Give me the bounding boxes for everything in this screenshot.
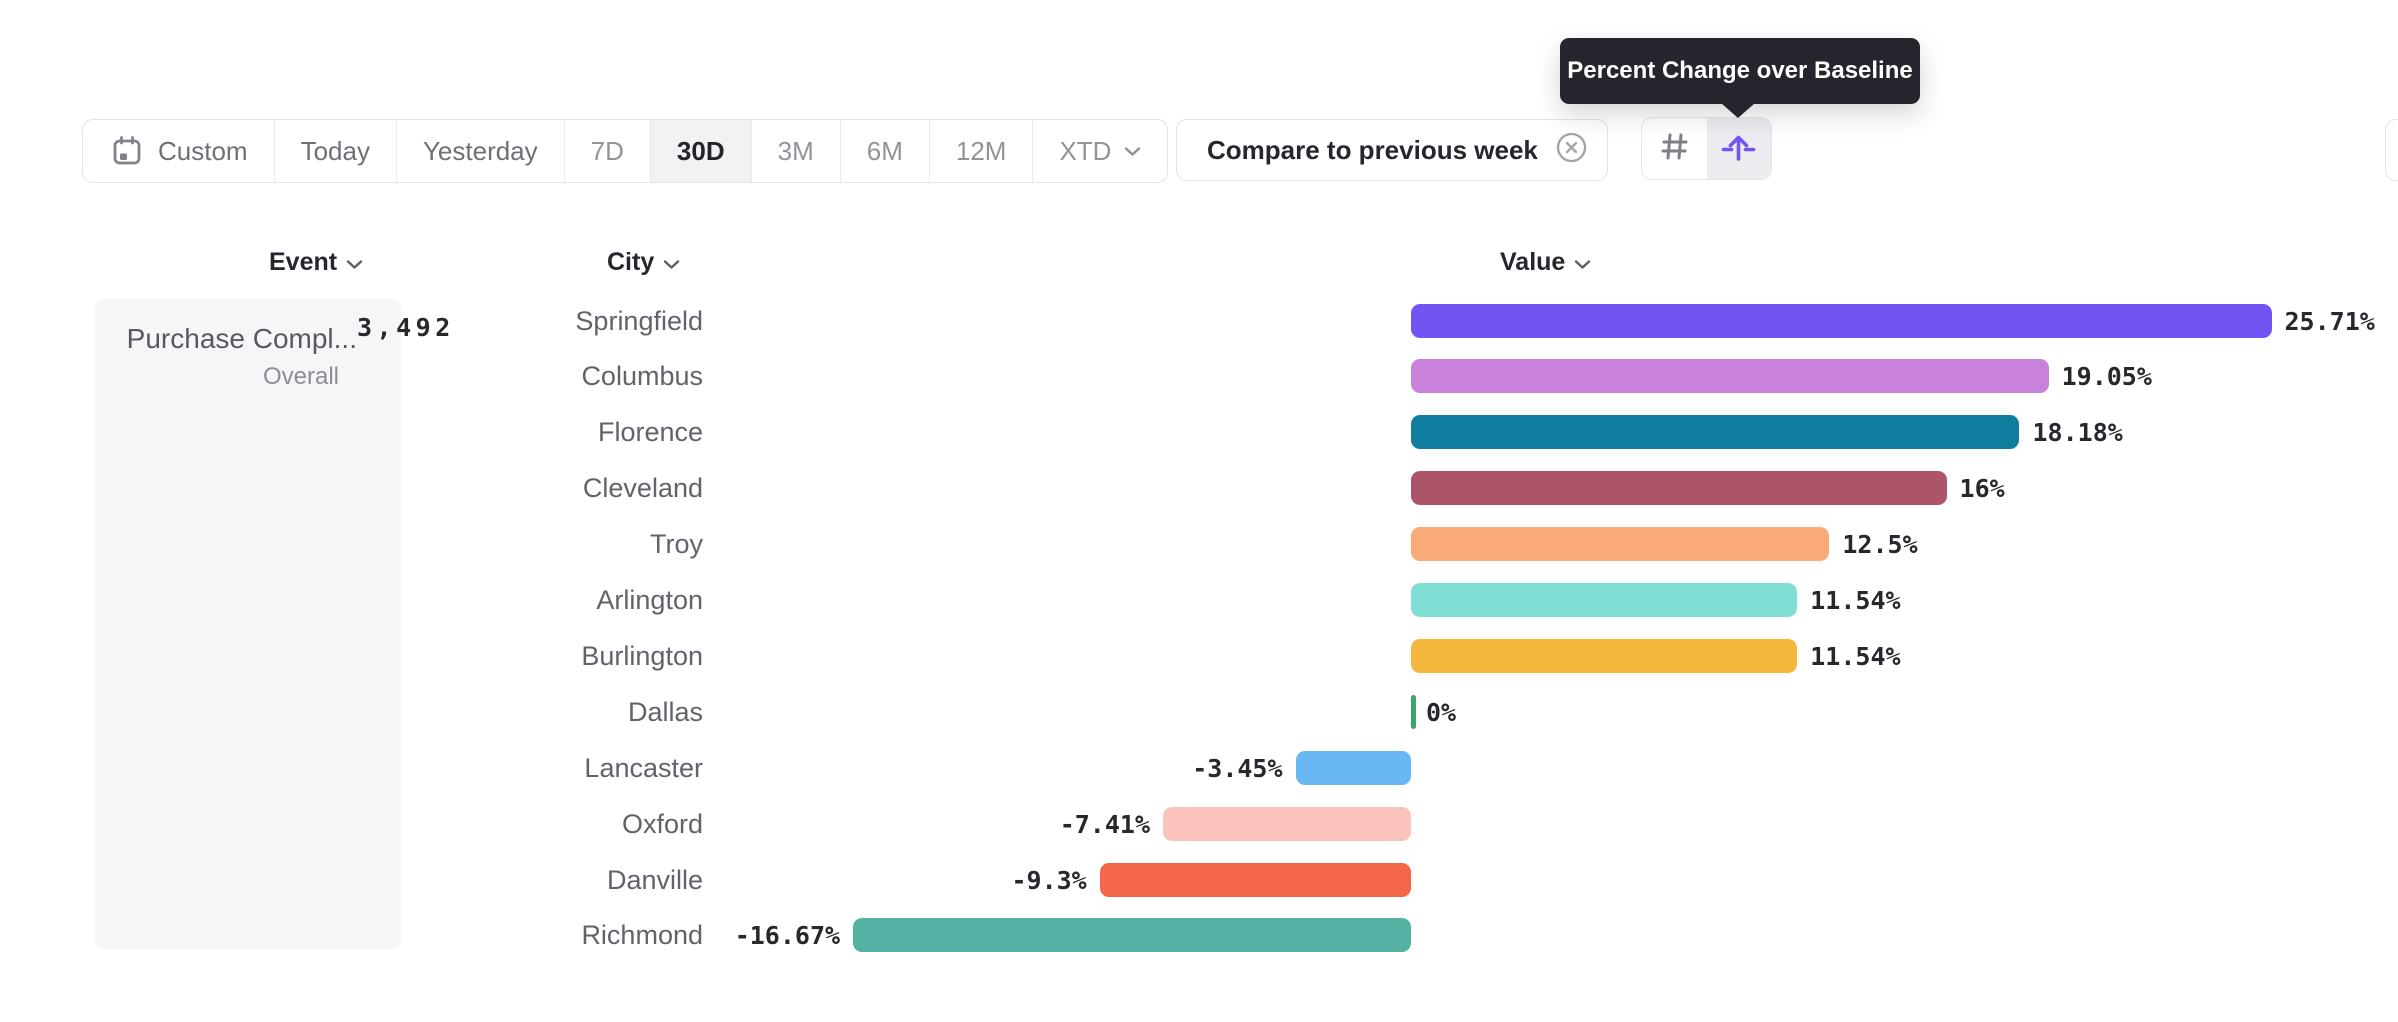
value-display-toggle [1641, 117, 1772, 180]
city-label: Springfield [575, 305, 703, 336]
date-range-label: Custom [158, 135, 248, 166]
tooltip-text: Percent Change over Baseline [1567, 57, 1913, 84]
date-range-yesterday[interactable]: Yesterday [395, 120, 564, 182]
city-label: Florence [597, 417, 703, 448]
date-range-toolbar: Custom Today Yesterday 7D 30D 3M 6M 12M XTD [82, 119, 1169, 183]
column-header-value-label: Value [1500, 247, 1566, 276]
zero-baseline-tick[interactable] [1411, 694, 1416, 729]
value-label: 12.5% [1842, 530, 1918, 560]
chart-row-arlington: Arlington 11.54% [0, 572, 2398, 628]
value-label: 18.18% [2032, 418, 2123, 448]
value-label: 25.71% [2284, 306, 2375, 336]
city-label: Danville [606, 864, 703, 895]
bar[interactable] [1162, 806, 1411, 841]
bar[interactable] [1099, 862, 1411, 897]
bar[interactable] [1295, 750, 1411, 785]
calendar-icon [109, 133, 145, 169]
city-label: Richmond [581, 920, 703, 951]
chevron-down-icon [663, 248, 680, 277]
tooltip: Percent Change over Baseline [1560, 38, 1920, 118]
value-label: 11.54% [1810, 641, 1901, 671]
event-overall-label: Overall [262, 363, 339, 390]
event-panel[interactable]: Purchase Compl... Overall 3,492 [95, 299, 450, 949]
value-label: 19.05% [2061, 362, 2152, 392]
value-label: -3.45% [1192, 753, 1283, 783]
chart-row-florence: Florence 18.18% [0, 404, 2398, 460]
value-label: 16% [1959, 474, 2005, 504]
date-range-label: XTD [1059, 135, 1112, 166]
city-label: Troy [650, 529, 703, 560]
date-range-today[interactable]: Today [273, 120, 396, 182]
chart-row-cleveland: Cleveland 16% [0, 460, 2398, 516]
column-header-event-label: Event [269, 247, 338, 276]
date-range-custom[interactable]: Custom [83, 120, 274, 182]
value-label: -7.41% [1059, 809, 1150, 839]
value-label: 0% [1426, 697, 1457, 727]
date-range-label: 3M [777, 135, 814, 166]
bar[interactable] [1411, 471, 1947, 506]
chart-row-springfield: Springfield 25.71% [0, 293, 2398, 349]
chart-row-burlington: Burlington 11.54% [0, 628, 2398, 684]
city-label: Dallas [627, 696, 703, 727]
date-range-30d[interactable]: 30D [649, 120, 751, 182]
bar[interactable] [1411, 303, 2272, 338]
value-label: -9.3% [1011, 865, 1087, 895]
bar[interactable] [1411, 583, 1798, 617]
column-header-city[interactable]: City [607, 246, 680, 278]
city-label: Burlington [581, 640, 703, 671]
event-title: Purchase Compl... [126, 323, 357, 354]
column-header-event[interactable]: Event [269, 246, 363, 278]
city-label: Cleveland [582, 473, 703, 504]
chart-row-lancaster: Lancaster -3.45% [0, 740, 2398, 796]
date-range-label: 12M [955, 135, 1007, 166]
chart-row-oxford: Oxford -7.41% [0, 796, 2398, 852]
date-range-12m[interactable]: 12M [928, 120, 1033, 182]
date-range-label: Yesterday [422, 135, 538, 166]
date-range-7d[interactable]: 7D [563, 120, 650, 182]
bar[interactable] [1411, 527, 1830, 562]
date-range-label: 30D [676, 135, 725, 166]
date-range-label: Today [300, 135, 370, 166]
city-label: Lancaster [584, 752, 703, 783]
value-label: -16.67% [734, 921, 841, 951]
absolute-numbers-button[interactable] [1642, 118, 1707, 179]
bar[interactable] [1411, 359, 2049, 394]
circled-x-icon[interactable] [1556, 132, 1587, 168]
chevron-down-icon [346, 248, 363, 277]
date-range-label: 7D [590, 135, 624, 166]
city-label: Oxford [621, 808, 703, 839]
compare-chip[interactable]: Compare to previous week [1176, 119, 1608, 181]
baseline-arrow-icon [1720, 128, 1757, 170]
chart-row-dallas: Dallas 0% [0, 684, 2398, 740]
chart-row-danville: Danville -9.3% [0, 852, 2398, 908]
chart-row-columbus: Columbus 19.05% [0, 348, 2398, 404]
hash-icon [1658, 130, 1691, 168]
percent-change-button[interactable] [1706, 118, 1771, 179]
event-overall: Overall 3,492 [115, 313, 450, 393]
city-label: Columbus [581, 361, 703, 392]
date-range-6m[interactable]: 6M [839, 120, 929, 182]
chevron-down-icon [1574, 248, 1591, 277]
chart-row-richmond: Richmond -16.67% [0, 907, 2398, 963]
event-overall-value: 3,492 [357, 313, 455, 342]
value-label: 11.54% [1810, 586, 1901, 615]
chevron-down-icon [1124, 146, 1141, 157]
city-label: Arlington [596, 585, 703, 615]
bar[interactable] [1411, 638, 1798, 673]
date-range-3m[interactable]: 3M [750, 120, 840, 182]
chart-row-troy: Troy 12.5% [0, 516, 2398, 572]
bar[interactable] [853, 918, 1411, 953]
date-range-xtd[interactable]: XTD [1032, 120, 1167, 182]
date-range-label: 6M [866, 135, 903, 166]
column-header-city-label: City [607, 247, 655, 276]
compare-chip-label: Compare to previous week [1207, 134, 1538, 165]
bar[interactable] [1411, 415, 2020, 450]
column-header-value[interactable]: Value [1500, 246, 1591, 278]
tooltip-caret [1721, 103, 1755, 118]
